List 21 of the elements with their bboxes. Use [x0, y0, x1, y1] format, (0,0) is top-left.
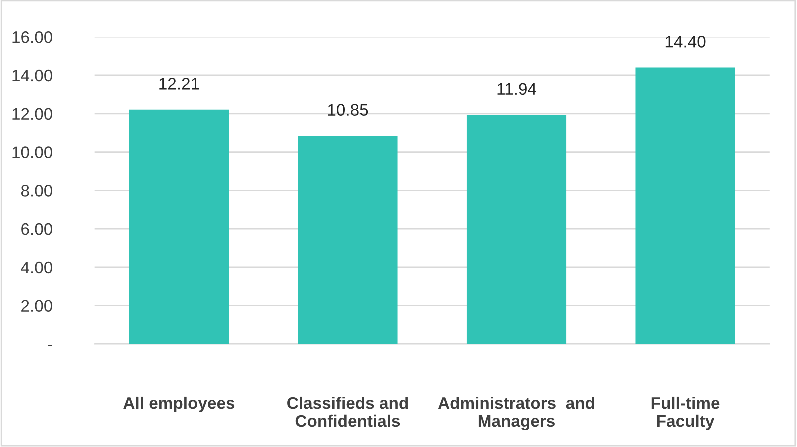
data-label: 14.40 [666, 36, 706, 48]
bar [298, 136, 398, 344]
x-tick-label: Classifieds and Confidentials [288, 396, 408, 428]
y-tick-label: - [48, 345, 52, 346]
bar [466, 115, 567, 344]
bar [129, 110, 230, 344]
x-tick-label: Administrators and Managers [438, 396, 594, 431]
y-tick-label: 4.00 [21, 262, 53, 274]
y-tick-label: 14.00 [12, 70, 53, 82]
y-tick-label: 6.00 [22, 223, 53, 236]
bar [636, 68, 736, 344]
data-label: 11.94 [498, 83, 537, 96]
y-tick-label: 12.00 [12, 108, 53, 120]
y-tick-label: 10.00 [12, 146, 53, 158]
y-tick-label: 8.00 [21, 185, 53, 197]
y-tick-label: 2.00 [22, 300, 53, 312]
data-label: 12.21 [160, 78, 200, 90]
x-tick-label: All employees [124, 396, 235, 413]
data-label: 10.85 [328, 104, 368, 116]
x-tick-label: Full-time Faculty [652, 396, 720, 430]
y-tick-label: 16.00 [12, 32, 53, 44]
